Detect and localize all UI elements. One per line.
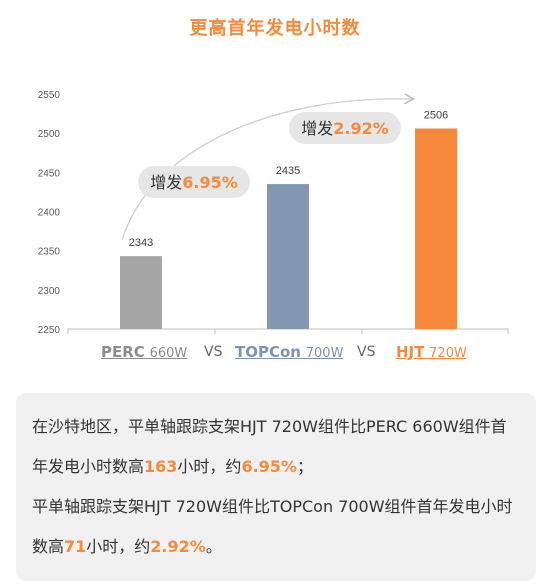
note-highlight-71: 71: [64, 537, 87, 556]
data-label: 2506: [424, 109, 448, 121]
bar: [415, 128, 457, 329]
annotation-pill: [289, 112, 401, 144]
note-highlight-163: 163: [144, 457, 178, 476]
legend-perc: PERC 660W: [101, 343, 187, 361]
y-tick-label: 2300: [38, 286, 61, 297]
legend: PERC 660W VS TOPCon 700W VS HJT 720W: [0, 343, 550, 367]
legend-topcon-name: TOPCon: [235, 343, 301, 361]
note-text-6: 。: [205, 537, 222, 556]
y-tick-label: 2350: [38, 247, 61, 258]
annotation-pill: [138, 166, 250, 198]
note-text-3: ；: [296, 457, 313, 476]
chart-title: 更高首年发电小时数: [189, 18, 361, 39]
annotation-label: 增发2.92%: [301, 119, 389, 138]
y-tick-label: 2250: [38, 325, 61, 336]
note-text-1: 在沙特地区，平单轴跟踪支架HJT 720W组件比PERC 660W组件首年发电小…: [32, 417, 507, 476]
note-highlight-292: 2.92%: [150, 537, 206, 556]
legend-hjt: HJT 720W: [396, 343, 467, 361]
y-tick-label: 2450: [38, 168, 61, 179]
legend-hjt-name: HJT: [396, 343, 425, 361]
note-text-2: 小时，约: [177, 457, 242, 476]
note-highlight-695: 6.95%: [241, 457, 297, 476]
legend-perc-name: PERC: [101, 343, 145, 361]
legend-topcon: TOPCon 700W: [235, 343, 343, 361]
data-label: 2343: [129, 237, 153, 249]
bar: [120, 256, 162, 329]
bar: [267, 184, 309, 329]
note-text-4: 平单轴跟踪支架HJT 720W组件比TOPCon 700W组件首年发电小时数高: [32, 497, 513, 556]
vs-label-2: VS: [357, 344, 376, 360]
vs-label-1: VS: [204, 344, 223, 360]
growth-arrow: [121, 99, 412, 241]
y-tick-label: 2550: [38, 90, 61, 101]
bar-chart: 2250 2300 2350 2400 2450 2500 2550 2343 2435 2506…: [38, 90, 509, 336]
legend-hjt-spec: 720W: [429, 346, 467, 361]
annotation-label: 增发6.95%: [150, 173, 238, 192]
note-text-5: 小时，约: [86, 537, 151, 556]
y-tick-label: 2500: [38, 129, 61, 140]
legend-perc-spec: 660W: [149, 346, 188, 361]
data-label: 2435: [276, 165, 300, 177]
y-tick-label: 2400: [38, 208, 61, 219]
summary-note: 在沙特地区，平单轴跟踪支架HJT 720W组件比PERC 660W组件首年发电小…: [16, 393, 536, 581]
legend-topcon-spec: 700W: [305, 346, 344, 361]
